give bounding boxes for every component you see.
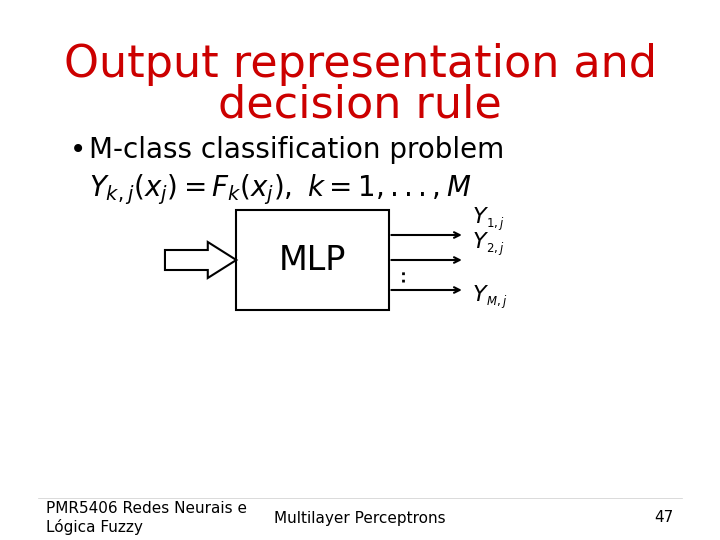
Text: •: • <box>70 136 86 164</box>
Text: $Y_{k,j}(x_j)=F_k(x_j),\ k=1,...,M$: $Y_{k,j}(x_j)=F_k(x_j),\ k=1,...,M$ <box>89 173 471 207</box>
Text: Multilayer Perceptrons: Multilayer Perceptrons <box>274 510 446 525</box>
Text: Output representation and: Output representation and <box>63 44 657 86</box>
Text: M-class classification problem: M-class classification problem <box>89 136 504 164</box>
Text: decision rule: decision rule <box>218 84 502 126</box>
Text: $Y$: $Y$ <box>472 207 490 227</box>
Text: MLP: MLP <box>279 244 346 276</box>
Text: $_{2,j}$: $_{2,j}$ <box>485 240 504 258</box>
Text: $Y$: $Y$ <box>472 232 490 252</box>
Text: $_{M,j}$: $_{M,j}$ <box>485 293 507 311</box>
Polygon shape <box>165 242 236 278</box>
Text: 47: 47 <box>654 510 674 525</box>
Bar <box>236 210 389 310</box>
Text: $Y$: $Y$ <box>472 285 490 305</box>
Text: $_{1,j}$: $_{1,j}$ <box>485 215 504 233</box>
Text: PMR5406 Redes Neurais e
Lógica Fuzzy: PMR5406 Redes Neurais e Lógica Fuzzy <box>46 501 247 535</box>
